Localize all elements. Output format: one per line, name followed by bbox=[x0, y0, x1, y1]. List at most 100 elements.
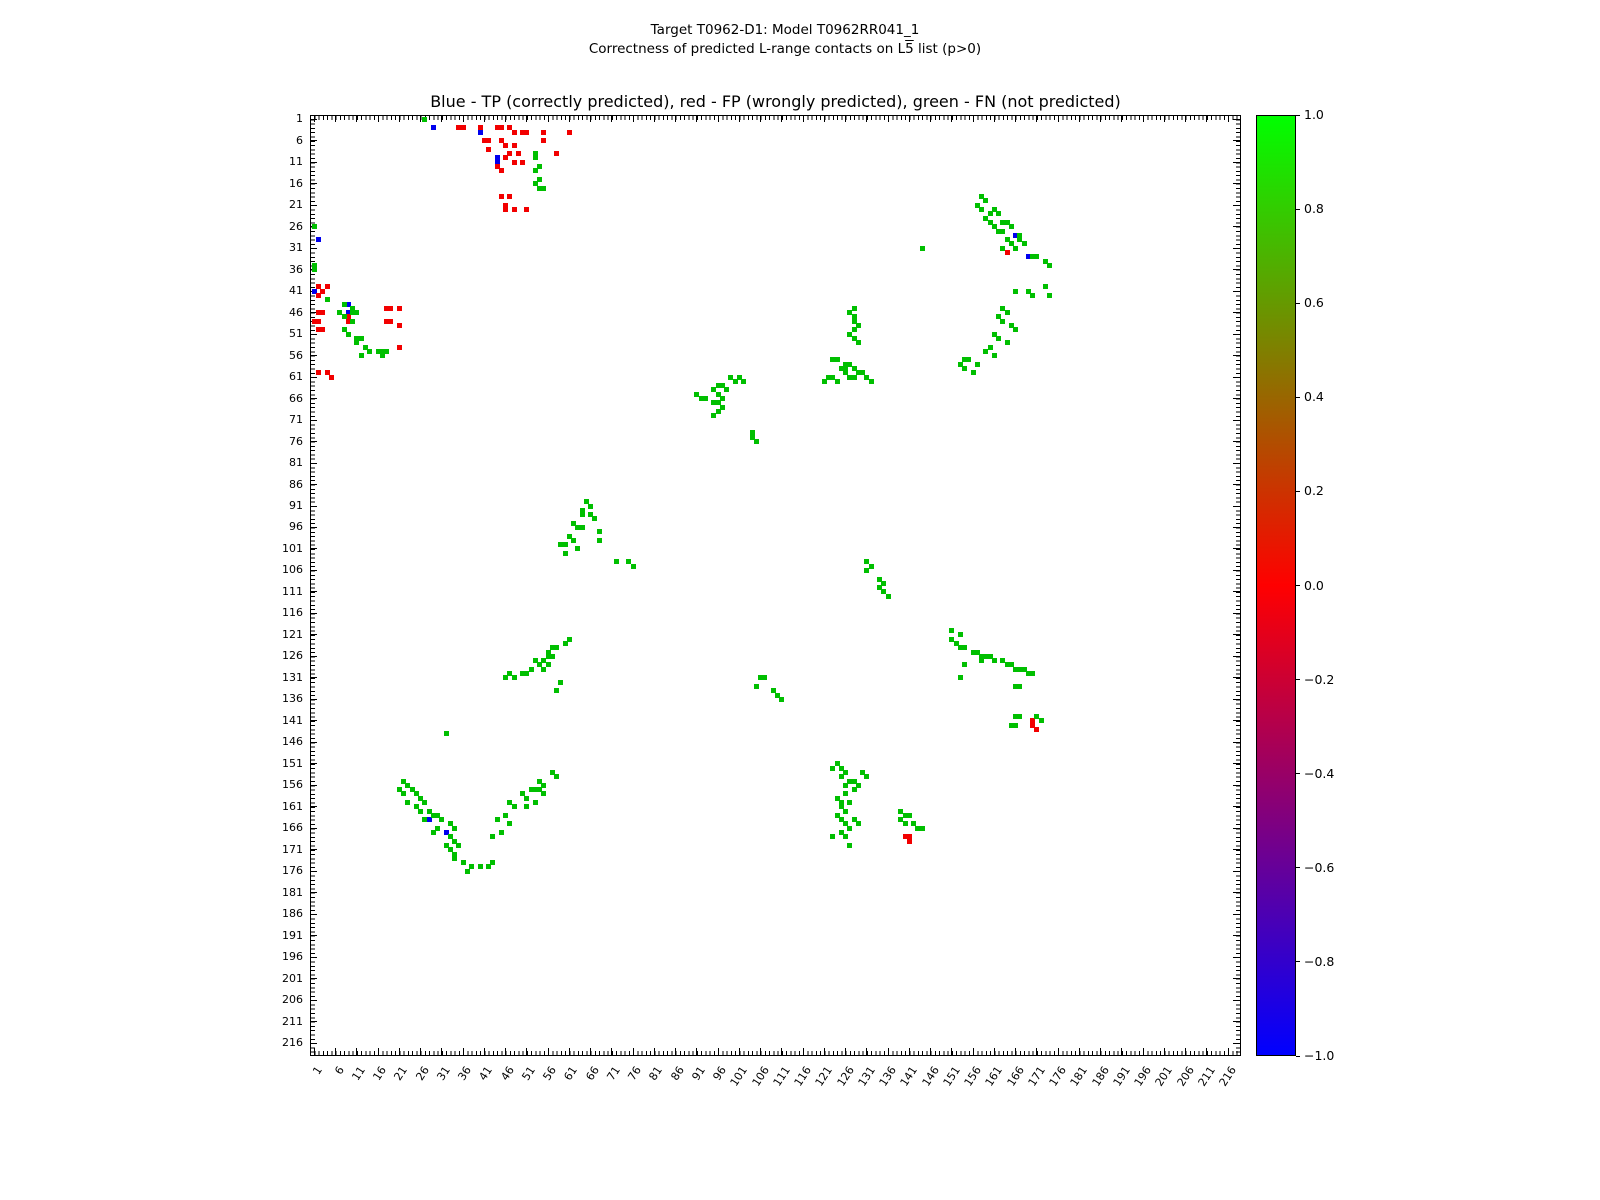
point-fn bbox=[881, 580, 887, 586]
point-fn bbox=[447, 847, 453, 853]
point-fn bbox=[464, 868, 470, 874]
colorbar-tick-label: −0.4 bbox=[1304, 765, 1335, 781]
x-major-tick bbox=[356, 1048, 358, 1055]
point-fn bbox=[834, 795, 840, 801]
y-major-tick bbox=[1233, 892, 1240, 894]
point-fn bbox=[1013, 722, 1019, 728]
x-major-tick bbox=[1036, 1048, 1038, 1055]
point-fn bbox=[311, 267, 317, 273]
point-fn bbox=[579, 507, 585, 513]
point-fn bbox=[881, 589, 887, 595]
x-major-tick bbox=[845, 115, 847, 122]
point-fn bbox=[843, 821, 849, 827]
point-fn bbox=[583, 499, 589, 505]
y-major-tick bbox=[310, 849, 317, 851]
point-fn bbox=[511, 804, 517, 810]
colorbar-tick-label: 0.4 bbox=[1304, 389, 1324, 405]
y-tick-label: 71 bbox=[289, 413, 303, 427]
x-major-tick bbox=[1163, 115, 1165, 122]
point-fn bbox=[830, 834, 836, 840]
x-major-tick bbox=[611, 115, 613, 122]
point-fp bbox=[396, 344, 402, 350]
x-major-tick bbox=[590, 115, 592, 122]
x-major-tick bbox=[908, 1048, 910, 1055]
point-fn bbox=[983, 198, 989, 204]
point-fp bbox=[311, 318, 317, 324]
point-fp bbox=[1004, 249, 1010, 255]
point-fn bbox=[919, 825, 925, 831]
y-major-tick bbox=[1233, 462, 1240, 464]
point-fn bbox=[358, 353, 364, 359]
point-fn bbox=[719, 396, 725, 402]
point-fp bbox=[503, 142, 509, 148]
point-fn bbox=[996, 211, 1002, 217]
x-major-tick bbox=[526, 1048, 528, 1055]
point-fn bbox=[868, 378, 874, 384]
y-major-tick bbox=[1233, 419, 1240, 421]
point-fn bbox=[855, 340, 861, 346]
point-fn bbox=[379, 348, 385, 354]
point-fp bbox=[906, 838, 912, 844]
y-major-tick bbox=[1233, 999, 1240, 1001]
y-tick-label: 171 bbox=[282, 842, 303, 856]
y-major-tick bbox=[310, 569, 317, 571]
point-fp bbox=[541, 138, 547, 144]
point-fn bbox=[991, 331, 997, 337]
x-major-tick bbox=[781, 1048, 783, 1055]
colorbar-tick bbox=[1296, 208, 1300, 210]
point-fn bbox=[694, 391, 700, 397]
point-fn bbox=[991, 658, 997, 664]
point-fn bbox=[851, 787, 857, 793]
point-fn bbox=[753, 439, 759, 445]
point-fn bbox=[949, 628, 955, 634]
point-fp bbox=[566, 129, 572, 135]
point-fn bbox=[524, 804, 530, 810]
point-fn bbox=[452, 855, 458, 861]
point-fn bbox=[996, 314, 1002, 320]
x-major-tick bbox=[313, 1048, 315, 1055]
point-fn bbox=[554, 645, 560, 651]
point-fn bbox=[545, 653, 551, 659]
point-tp bbox=[345, 301, 351, 307]
point-fp bbox=[486, 138, 492, 144]
point-fn bbox=[868, 563, 874, 569]
y-major-tick bbox=[1233, 269, 1240, 271]
y-major-tick bbox=[310, 741, 317, 743]
y-tick-label: 196 bbox=[282, 950, 303, 964]
y-tick-label: 161 bbox=[282, 799, 303, 813]
x-major-tick bbox=[1227, 1048, 1229, 1055]
x-major-tick bbox=[590, 1048, 592, 1055]
point-tp bbox=[494, 155, 500, 161]
point-fn bbox=[511, 675, 517, 681]
point-fn bbox=[532, 658, 538, 664]
x-major-tick bbox=[951, 1048, 953, 1055]
y-major-tick bbox=[310, 956, 317, 958]
y-tick-label: 136 bbox=[282, 692, 303, 706]
y-major-tick bbox=[310, 1042, 317, 1044]
y-tick-label: 186 bbox=[282, 907, 303, 921]
point-fn bbox=[830, 374, 836, 380]
figure-subtitle-overline: 5 bbox=[905, 41, 914, 57]
x-major-tick bbox=[887, 1048, 889, 1055]
point-fn bbox=[384, 348, 390, 354]
point-fn bbox=[851, 778, 857, 784]
point-fp bbox=[515, 151, 521, 157]
point-fn bbox=[962, 662, 968, 668]
y-major-tick bbox=[1233, 956, 1240, 958]
point-fn bbox=[396, 787, 402, 793]
point-fn bbox=[537, 662, 543, 668]
y-major-tick bbox=[310, 784, 317, 786]
point-fp bbox=[520, 159, 526, 165]
y-tick-label: 181 bbox=[282, 885, 303, 899]
y-tick-label: 111 bbox=[282, 584, 303, 598]
y-major-tick bbox=[310, 591, 317, 593]
point-fn bbox=[711, 400, 717, 406]
x-major-tick bbox=[717, 1048, 719, 1055]
point-fn bbox=[562, 641, 568, 646]
point-fn bbox=[477, 864, 483, 870]
point-fn bbox=[724, 387, 730, 393]
x-major-tick bbox=[760, 1048, 762, 1055]
y-major-tick bbox=[310, 355, 317, 357]
point-tp bbox=[345, 310, 351, 316]
point-fn bbox=[507, 671, 513, 677]
